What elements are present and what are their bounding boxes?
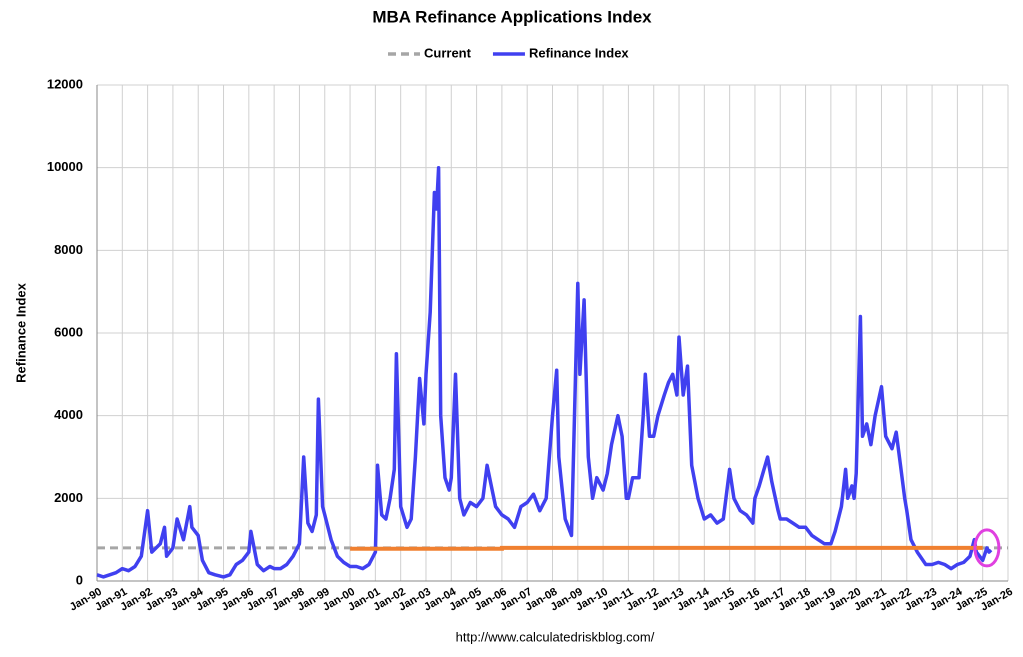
y-tick-label: 2000 [54, 490, 83, 505]
chart-title: MBA Refinance Applications Index [372, 7, 652, 26]
y-axis-label: Refinance Index [13, 282, 28, 382]
legend-label: Current [424, 45, 472, 60]
highlight-line [350, 545, 983, 551]
y-tick-label: 0 [76, 572, 83, 587]
line-series [96, 165, 993, 579]
y-tick-label: 6000 [54, 324, 83, 339]
source: http://www.calculatedriskblog.com/ [456, 629, 655, 644]
y-tick-label: 12000 [47, 76, 83, 91]
y-tick-label: 4000 [54, 407, 83, 422]
y-tick-label: 10000 [47, 159, 83, 174]
highlight-circle [973, 528, 1001, 568]
legend-label: Refinance Index [529, 45, 629, 60]
y-tick-label: 8000 [54, 242, 83, 257]
